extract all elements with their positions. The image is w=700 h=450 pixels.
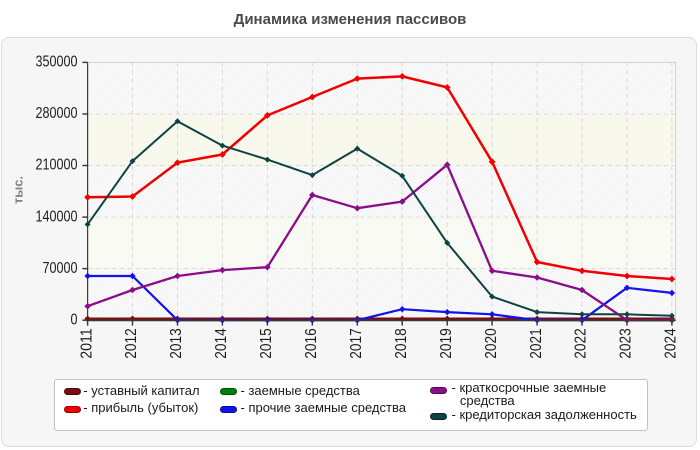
- svg-text:тыс.: тыс.: [11, 176, 26, 204]
- svg-text:280000: 280000: [36, 105, 78, 122]
- svg-text:2021: 2021: [528, 328, 545, 359]
- svg-text:2017: 2017: [348, 328, 365, 359]
- svg-text:210000: 210000: [36, 157, 78, 174]
- svg-text:2020: 2020: [483, 328, 500, 359]
- svg-text:2016: 2016: [303, 328, 320, 359]
- svg-text:0: 0: [71, 311, 78, 328]
- svg-text:70000: 70000: [43, 260, 78, 277]
- svg-text:2019: 2019: [438, 328, 455, 359]
- svg-text:2013: 2013: [168, 328, 185, 359]
- svg-text:2018: 2018: [393, 328, 410, 359]
- svg-text:2015: 2015: [258, 328, 275, 359]
- svg-text:2023: 2023: [618, 328, 635, 359]
- svg-text:350000: 350000: [36, 54, 78, 71]
- svg-text:2024: 2024: [663, 328, 680, 359]
- svg-text:2011: 2011: [78, 328, 95, 359]
- svg-text:2022: 2022: [573, 328, 590, 359]
- svg-text:2012: 2012: [123, 328, 140, 359]
- svg-text:140000: 140000: [36, 208, 78, 225]
- svg-text:2014: 2014: [213, 328, 230, 359]
